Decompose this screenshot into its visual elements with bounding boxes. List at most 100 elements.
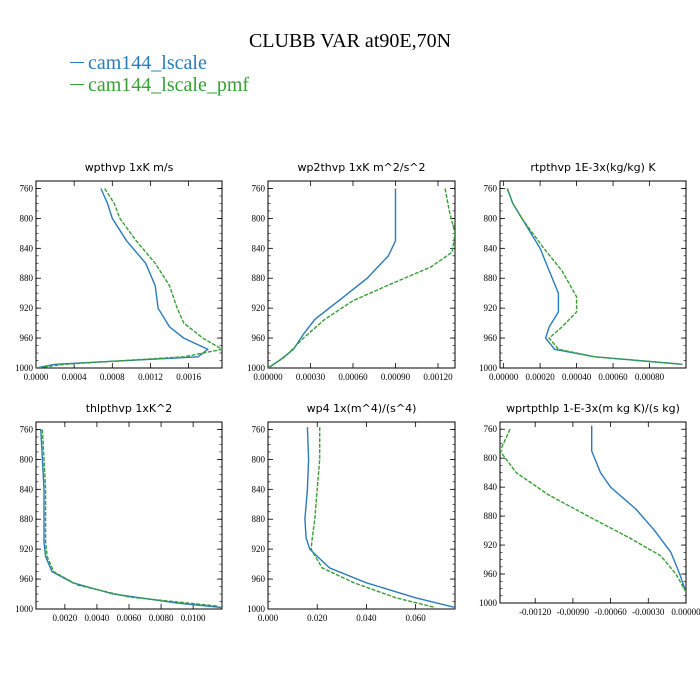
series-line-5-1 [500,428,686,593]
xtick-label-1-2: 0.00060 [338,372,368,382]
legend-item-1: cam144_lscale_pmf [70,74,249,96]
ytick-label-2-0: 760 [484,183,498,193]
ytick-label-2-3: 880 [484,273,498,283]
panel-1: wp2thvp 1xK m^2/s^2 760 800 840 880 920 960 100… [247,161,456,382]
ytick-label-1-6: 1000 [247,363,266,373]
ytick-label-3-6: 1000 [15,604,34,614]
xtick-label-0-2: 0.0008 [100,372,125,382]
panel-5: wprtpthlp 1-E-3x(m kg K)/(s kg) 760 800 840… [479,402,700,617]
xtick-label-0-4: 0.0016 [176,372,201,382]
ytick-label-5-0: 760 [484,424,498,434]
xtick-label-2-3: 0.00060 [598,372,628,382]
ytick-label-3-1: 800 [20,454,34,464]
panel-title-3: thlpthvp 1xK^2 [86,402,173,415]
xtick-label-1-3: 0.00090 [381,372,411,382]
legend-label-1: cam144_lscale_pmf [88,74,250,96]
xtick-label-3-1: 0.0040 [85,613,110,623]
ytick-label-2-2: 840 [484,243,498,253]
series-line-0-0 [36,188,210,368]
series-line-3-0 [40,429,222,609]
ytick-label-2-4: 920 [484,303,498,313]
ytick-label-0-2: 840 [20,243,34,253]
legend: cam144_lscale cam144_lscale_pmf [70,52,249,96]
ytick-label-5-2: 840 [484,482,498,492]
ytick-label-4-0: 760 [252,424,266,434]
ytick-label-2-6: 1000 [479,363,498,373]
xtick-label-5-2: -0.00060 [594,607,627,617]
series-line-0-1 [36,188,222,368]
xtick-label-1-0: 0.00000 [253,372,283,382]
series-line-2-1 [506,188,683,365]
ytick-label-4-3: 880 [252,514,266,524]
panel-title-2: rtpthvp 1E-3x(kg/kg) K [530,161,656,174]
series-line-4-0 [304,427,455,609]
panel-frame-3 [35,421,223,610]
panel-title-1: wp2thvp 1xK m^2/s^2 [297,161,425,174]
ytick-label-0-4: 920 [20,303,34,313]
ytick-label-3-2: 840 [20,484,34,494]
xtick-label-3-3: 0.0080 [149,613,174,623]
xtick-label-0-3: 0.0012 [138,372,163,382]
panel-title-4: wp4 1x(m^4)/(s^4) [307,402,417,415]
xtick-label-3-2: 0.0060 [117,613,142,623]
panel-title-0: wpthvp 1xK m/s [85,161,174,174]
xtick-label-5-0: -0.00120 [519,607,552,617]
panel-frame-5 [499,421,687,604]
ytick-label-5-3: 880 [484,511,498,521]
panel-3: thlpthvp 1xK^2 760 800 840 880 920 960 1000 0.00… [15,402,223,623]
legend-swatch-1 [70,83,84,85]
ytick-label-3-4: 920 [20,544,34,554]
ytick-label-3-5: 960 [20,574,34,584]
panel-frame-4 [267,421,456,610]
panel-frame-0 [35,180,223,369]
ytick-label-0-3: 880 [20,273,34,283]
series-line-3-1 [41,429,218,607]
legend-label-0: cam144_lscale [88,52,207,74]
xtick-label-3-0: 0.0020 [52,613,77,623]
panel-frame-2 [499,180,687,369]
ytick-label-1-0: 760 [252,183,266,193]
ytick-label-1-2: 840 [252,243,266,253]
ytick-label-1-5: 960 [252,333,266,343]
ytick-label-0-1: 800 [20,213,34,223]
ytick-label-5-5: 960 [484,569,498,579]
ytick-label-1-3: 880 [252,273,266,283]
panel-title-5: wprtpthlp 1-E-3x(m kg K)/(s kg) [506,402,680,415]
ytick-label-4-1: 800 [252,454,266,464]
ytick-label-1-4: 920 [252,303,266,313]
series-line-2-0 [506,188,683,365]
xtick-label-2-2: 0.00040 [562,372,592,382]
ytick-label-4-4: 920 [252,544,266,554]
panel-frame-1 [267,180,456,369]
xtick-label-0-1: 0.0004 [62,372,87,382]
ytick-label-2-5: 960 [484,333,498,343]
xtick-label-2-1: 0.00020 [525,372,555,382]
xtick-label-5-3: -0.00030 [632,607,665,617]
ytick-label-0-5: 960 [20,333,34,343]
ytick-label-4-5: 960 [252,574,266,584]
chart-title: CLUBB VAR at90E,70N [248,30,452,52]
ytick-label-0-0: 760 [20,183,34,193]
xtick-label-4-2: 0.040 [356,613,377,623]
panel-2: rtpthvp 1E-3x(kg/kg) K 760 800 840 880 920 960… [479,161,687,382]
series-line-1-0 [268,188,397,368]
ytick-label-0-6: 1000 [15,363,34,373]
xtick-label-5-1: -0.00090 [557,607,590,617]
panel-0: wpthvp 1xK m/s76080084088092096010000.00… [15,161,223,382]
legend-item-0: cam144_lscale [70,52,249,74]
ytick-label-5-6: 1000 [479,598,498,608]
xtick-label-2-4: 0.00080 [635,372,665,382]
series-line-1-1 [268,188,455,368]
panel-4: wp4 1x(m^4)/(s^4) 760 800 840 880 920 960 1000 0… [247,402,456,623]
xtick-label-0-0: 0.0000 [24,372,49,382]
series-line-4-1 [310,427,436,609]
xtick-label-1-1: 0.00030 [296,372,326,382]
xtick-label-2-0: 0.00000 [489,372,519,382]
ytick-label-3-3: 880 [20,514,34,524]
ytick-label-5-1: 800 [484,453,498,463]
ytick-label-5-4: 920 [484,540,498,550]
xtick-label-4-1: 0.020 [307,613,328,623]
ytick-label-4-6: 1000 [247,604,266,614]
ytick-label-4-2: 840 [252,484,266,494]
xtick-label-5-4: 0.00000 [671,607,700,617]
